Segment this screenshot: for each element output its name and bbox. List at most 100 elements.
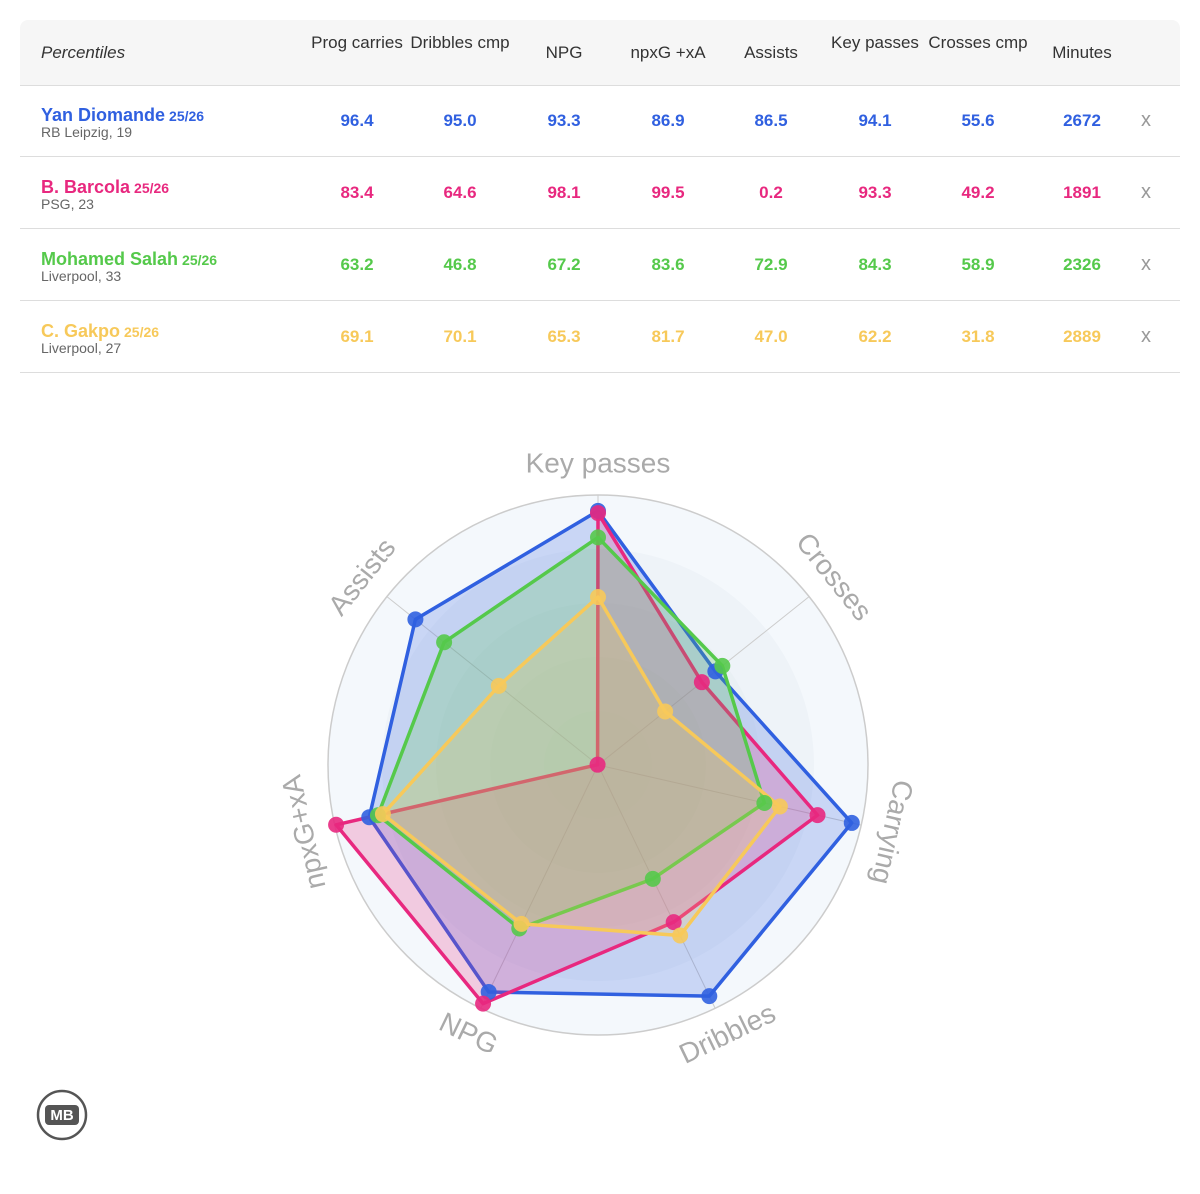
logo-text: MB bbox=[50, 1107, 73, 1124]
player-name: Yan Diomande 25/26 bbox=[41, 105, 205, 125]
data-point bbox=[590, 502, 606, 519]
data-point bbox=[714, 657, 731, 674]
stat-value: 46.8 bbox=[443, 255, 477, 274]
axis-spoke bbox=[597, 764, 716, 1009]
stat-value: 93.3 bbox=[858, 183, 892, 202]
stat-value: 55.6 bbox=[961, 111, 995, 130]
stat-value: 58.9 bbox=[961, 255, 995, 274]
header-cell: Crosses cmp bbox=[928, 33, 1028, 52]
series-area bbox=[376, 535, 767, 931]
header-cell: npxG +xA bbox=[630, 43, 706, 62]
header-cell: Assists bbox=[744, 43, 798, 62]
stat-value: 94.1 bbox=[858, 111, 892, 130]
header-cell: Prog carries bbox=[311, 33, 403, 52]
data-point bbox=[407, 611, 424, 628]
player-row: B. Barcola 25/26 PSG, 23 83.4 64.6 98.1 99.5 0.… bbox=[20, 157, 1180, 229]
header-cell: Percentiles bbox=[41, 43, 126, 62]
stat-value: 86.9 bbox=[651, 111, 685, 130]
grid-ring bbox=[382, 549, 814, 981]
data-point bbox=[657, 703, 674, 720]
series-area bbox=[334, 511, 820, 1006]
grid-ring bbox=[436, 603, 760, 927]
data-point bbox=[361, 809, 378, 826]
axis-label: npxG+xA bbox=[275, 772, 331, 892]
season: 25/26 bbox=[182, 252, 218, 268]
club-age: PSG, 23 bbox=[41, 196, 94, 212]
axis-label: Crosses bbox=[790, 527, 878, 627]
player-name: C. Gakpo 25/26 bbox=[41, 321, 160, 341]
stat-value: 83.4 bbox=[340, 183, 374, 202]
axis-label: Dribbles bbox=[674, 997, 780, 1069]
stat-value: 2672 bbox=[1063, 111, 1101, 130]
axis-spoke bbox=[597, 764, 862, 826]
data-point bbox=[672, 927, 689, 944]
player-row: C. Gakpo 25/26 Liverpool, 27 69.1 70.1 65.3 81… bbox=[20, 301, 1180, 373]
data-point bbox=[475, 995, 492, 1012]
grid-ring bbox=[490, 657, 706, 873]
stat-value: 49.2 bbox=[961, 183, 995, 202]
data-point bbox=[756, 794, 773, 811]
data-point bbox=[843, 814, 860, 831]
stat-value: 69.1 bbox=[340, 327, 374, 346]
data-point bbox=[644, 870, 661, 887]
stat-value: 0.2 bbox=[759, 183, 783, 202]
stat-value: 65.3 bbox=[547, 327, 581, 346]
stat-value: 1891 bbox=[1063, 183, 1101, 202]
stat-value: 64.6 bbox=[443, 183, 477, 202]
axis-spoke bbox=[597, 596, 810, 766]
series-area bbox=[367, 509, 854, 998]
stat-value: 62.2 bbox=[858, 327, 892, 346]
stat-value: 72.9 bbox=[754, 255, 788, 274]
axis-label: NPG bbox=[435, 1006, 503, 1060]
player-row: Mohamed Salah 25/26 Liverpool, 33 63.2 46.8 6… bbox=[20, 229, 1180, 301]
stat-value: 98.1 bbox=[547, 183, 581, 202]
data-point bbox=[809, 807, 826, 824]
header-cell: Minutes bbox=[1052, 43, 1112, 62]
data-point bbox=[590, 589, 606, 606]
axis-label: Carrying bbox=[866, 777, 920, 887]
comparison-table: Percentiles Prog carries Dribbles cmp NPG np… bbox=[20, 20, 1180, 373]
stat-value: 67.2 bbox=[547, 255, 581, 274]
series-area bbox=[381, 595, 782, 938]
stat-value: 47.0 bbox=[754, 327, 788, 346]
data-point bbox=[369, 807, 386, 824]
data-point bbox=[436, 634, 453, 651]
season: 25/26 bbox=[124, 324, 160, 340]
data-point bbox=[589, 756, 606, 773]
season: 25/26 bbox=[134, 180, 170, 196]
data-point bbox=[707, 663, 724, 680]
table-header: Percentiles Prog carries Dribbles cmp NPG np… bbox=[20, 20, 1180, 86]
remove-button[interactable]: x bbox=[1141, 109, 1151, 131]
stat-value: 84.3 bbox=[858, 255, 892, 274]
grid-ring bbox=[327, 494, 869, 1036]
player-row: Yan Diomande 25/26 RB Leipzig, 19 96.4 95.0 9… bbox=[20, 85, 1180, 157]
stat-value: 81.7 bbox=[651, 327, 685, 346]
axis-label: Key passes bbox=[526, 447, 671, 478]
stat-value: 99.5 bbox=[651, 183, 685, 202]
remove-button[interactable]: x bbox=[1141, 325, 1151, 347]
axis-spoke bbox=[386, 596, 599, 766]
stat-value: 2326 bbox=[1063, 255, 1101, 274]
data-point bbox=[513, 915, 530, 932]
remove-button[interactable]: x bbox=[1141, 181, 1151, 203]
stat-value: 63.2 bbox=[340, 255, 374, 274]
data-point bbox=[701, 988, 718, 1005]
axis-spoke bbox=[480, 764, 599, 1009]
stat-value: 70.1 bbox=[443, 327, 477, 346]
club-age: RB Leipzig, 19 bbox=[41, 124, 133, 140]
stat-value: 96.4 bbox=[340, 111, 374, 130]
data-point bbox=[771, 798, 788, 815]
club-age: Liverpool, 33 bbox=[41, 268, 122, 284]
grid-ring bbox=[544, 711, 652, 819]
stat-value: 2889 bbox=[1063, 327, 1101, 346]
header-cell: Key passes bbox=[831, 33, 919, 52]
axis-label: Assists bbox=[322, 532, 402, 621]
stat-value: 93.3 bbox=[547, 111, 581, 130]
season: 25/26 bbox=[169, 108, 205, 124]
data-point bbox=[665, 914, 682, 931]
remove-button[interactable]: x bbox=[1141, 253, 1151, 275]
axis-spoke bbox=[334, 764, 599, 826]
data-point bbox=[590, 529, 606, 546]
stat-value: 95.0 bbox=[443, 111, 477, 130]
header-cell: NPG bbox=[545, 43, 583, 62]
